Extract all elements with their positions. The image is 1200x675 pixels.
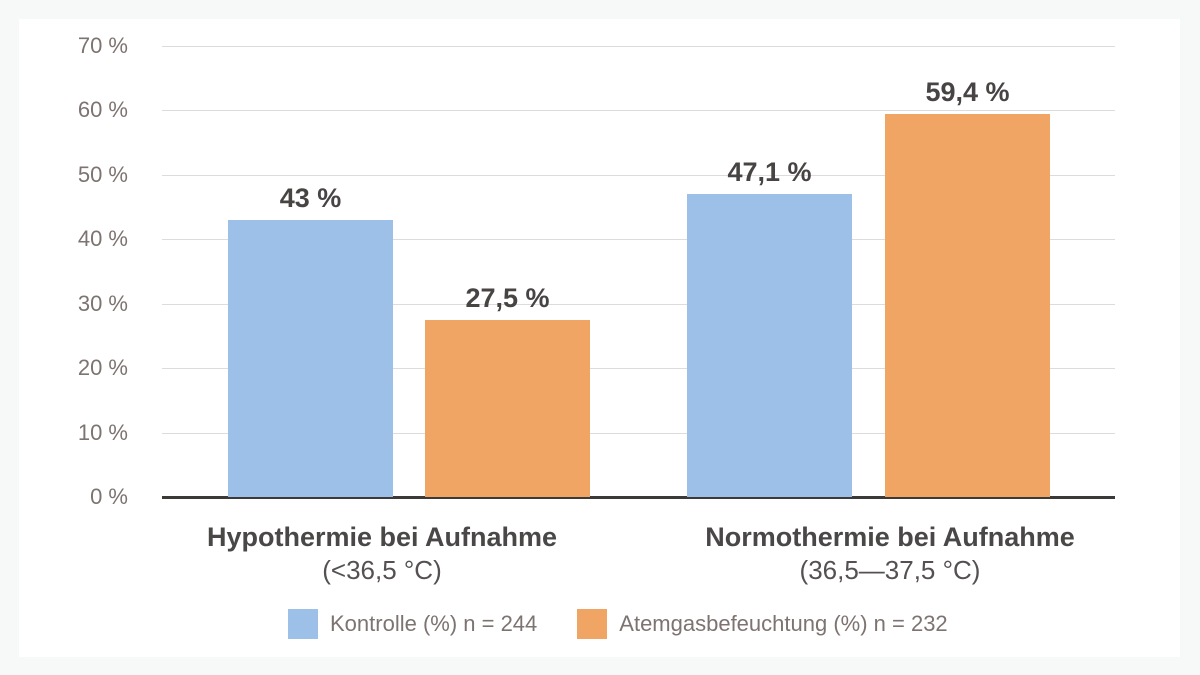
legend: Kontrolle (%) n = 244 Atemgasbefeuchtung … xyxy=(288,607,948,641)
y-axis-tick-label: 0 % xyxy=(90,484,128,509)
y-axis-tick-label: 10 % xyxy=(77,419,128,445)
legend-color-swatch-kontrolle xyxy=(288,609,318,639)
legend-label-kontrolle: Kontrolle (%) n = 244 xyxy=(330,611,538,636)
x-axis-line xyxy=(162,496,1115,499)
gridline-30pct xyxy=(162,303,1115,305)
bar-kontrolle-normothermie xyxy=(687,193,852,497)
y-axis-tick-label: 60 % xyxy=(77,97,128,123)
bar-kontrolle-hypothermie xyxy=(228,219,393,497)
category-label-normothermie: Normothermie bei Aufnahme (36,5—37,5 °C) xyxy=(660,521,1120,586)
bar-value-label-kontrolle-normothermie: 47,1 % xyxy=(727,156,812,187)
y-axis-tick-label: 30 % xyxy=(77,290,128,316)
y-axis-tick-label: 70 % xyxy=(77,33,128,58)
legend-item-atemgasbefeuchtung: Atemgasbefeuchtung (%) n = 232 xyxy=(577,609,948,639)
category-label-text: Hypothermie bei Aufnahme xyxy=(206,522,558,552)
gridline-70pct xyxy=(162,46,1115,47)
y-axis-tick-label: 20 % xyxy=(77,355,128,381)
gridline-20pct xyxy=(162,368,1115,370)
bar-value-label-atemgasbefeuchtung-normothermie: 59,4 % xyxy=(925,77,1010,108)
legend-color-swatch-atemgasbefeuchtung xyxy=(577,609,608,639)
bar-atemgasbefeuchtung-hypothermie xyxy=(425,319,590,497)
legend-item-kontrolle: Kontrolle (%) n = 244 xyxy=(288,609,537,639)
gridline-50pct xyxy=(162,174,1115,176)
gridline-60pct xyxy=(162,110,1115,112)
y-axis-tick-label: 50 % xyxy=(77,161,128,187)
bar-value-label-kontrolle-hypothermie: 43 % xyxy=(279,182,342,213)
chart-card: Kontrolle (%) n = 244 Atemgasbefeuchtung … xyxy=(19,19,1180,657)
gridline-40pct xyxy=(162,239,1115,241)
category-label-text: Normothermie bei Aufnahme xyxy=(705,522,1075,552)
y-axis-tick-label: 40 % xyxy=(77,226,128,252)
legend-label-atemgasbefeuchtung: Atemgasbefeuchtung (%) n = 232 xyxy=(619,611,948,636)
bar-atemgasbefeuchtung-normothermie xyxy=(885,114,1050,497)
category-sublabel-text: (36,5—37,5 °C) xyxy=(799,555,981,585)
category-label-hypothermie: Hypothermie bei Aufnahme (<36,5 °C) xyxy=(152,521,612,586)
category-sublabel-text: (<36,5 °C) xyxy=(322,555,442,585)
bar-value-label-atemgasbefeuchtung-hypothermie: 27,5 % xyxy=(465,282,550,313)
gridline-10pct xyxy=(162,432,1115,434)
